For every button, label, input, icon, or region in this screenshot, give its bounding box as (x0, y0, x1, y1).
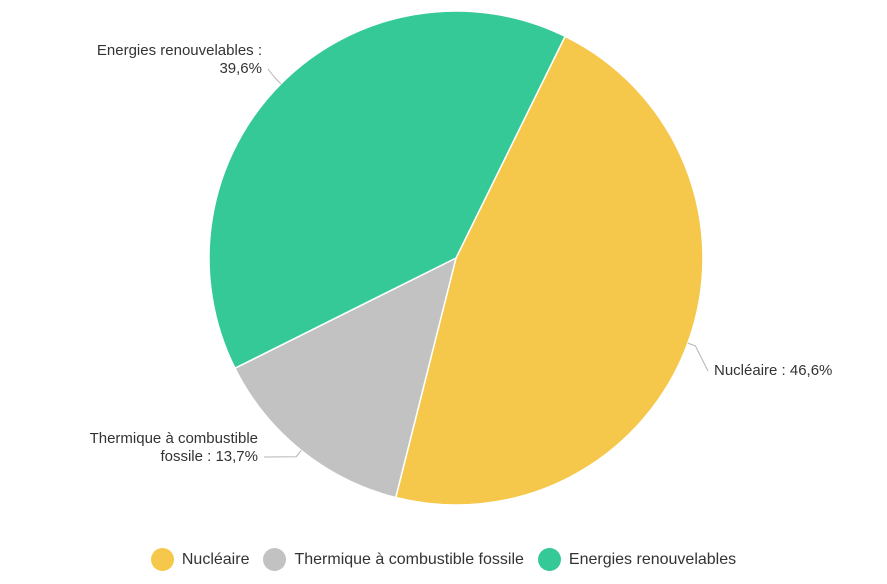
data-label-renouvelables: Energies renouvelables :39,6% (97, 42, 262, 77)
legend-swatch-thermique (263, 548, 287, 571)
legend-swatch-nucleaire (150, 548, 174, 571)
pie-chart: Nucléaire : 46,6% Thermique à combustible… (90, 10, 832, 506)
legend: Nucléaire Thermique à combustible fossil… (0, 548, 887, 571)
pie-slice-thermique[interactable] (233, 256, 458, 499)
data-label-thermique: Thermique à combustible fossile : 13,7% (90, 430, 258, 465)
pie-slice-renouvelables[interactable] (208, 10, 567, 370)
leader-line-nucleaire (687, 342, 709, 372)
data-label-nucleaire: Nucléaire : 46,6% (714, 362, 832, 379)
legend-label-renouvelables: Energies renouvelables (568, 550, 737, 568)
legend-item-renouvelables[interactable]: Energies renouvelables (537, 548, 737, 571)
legend-item-nucleaire[interactable]: Nucléaire (150, 548, 250, 571)
legend-item-thermique[interactable]: Thermique à combustible fossile (263, 548, 524, 571)
legend-label-nucleaire: Nucléaire (181, 550, 250, 568)
legend-label-thermique: Thermique à combustible fossile (294, 550, 524, 568)
leader-line-renouvelables (267, 68, 282, 85)
leader-line-thermique (263, 450, 302, 458)
legend-swatch-renouvelables (537, 548, 561, 571)
